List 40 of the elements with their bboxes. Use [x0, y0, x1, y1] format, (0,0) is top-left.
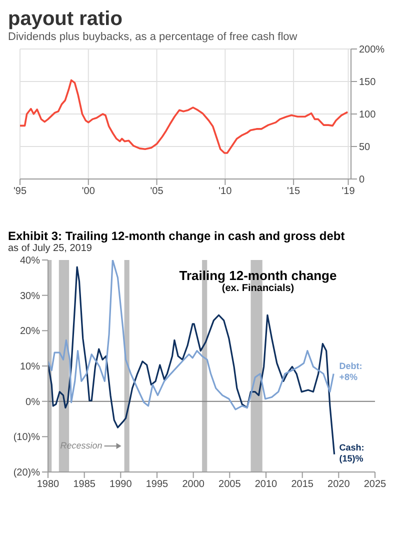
- line-series: [48, 260, 334, 410]
- x-tick-label: '05: [150, 186, 164, 198]
- annotation: Cash: (15)%: [339, 442, 364, 464]
- chart-subtitle: Dividends plus buybacks, as a percentage of free cash flow: [8, 31, 298, 43]
- x-tick-label: 1980: [36, 479, 60, 490]
- x-tick-label: '95: [13, 186, 27, 198]
- chart-title: Exhibit 3: Trailing 12-month change in cash and gross debt: [8, 229, 346, 243]
- x-tick-label: 2000: [182, 479, 205, 490]
- y-tick-label: 40%: [20, 256, 40, 267]
- y-tick-label: 30%: [20, 290, 40, 302]
- y-tick-label: (10)%: [13, 432, 40, 444]
- y-tick-label: 10%: [20, 362, 40, 373]
- chart-subtitle: as of July 25, 2019: [8, 243, 93, 254]
- annotation: Trailing 12-month change: [178, 268, 338, 283]
- annotation: Debt: +8%: [339, 361, 362, 382]
- x-tick-label: 2015: [291, 479, 314, 490]
- x-tick-label: '10: [218, 186, 232, 198]
- x-tick-label: 2010: [254, 479, 278, 490]
- x-tick-label: 1990: [110, 479, 132, 490]
- y-tick-label: 100: [359, 110, 376, 121]
- x-tick-label: 2005: [218, 479, 242, 490]
- y-tick-label: 200%: [359, 44, 385, 56]
- annotation: (ex. Financials): [220, 283, 296, 294]
- x-tick-label: 2020: [328, 479, 350, 490]
- y-tick-label: (20)%: [13, 468, 40, 479]
- x-tick-label: '19: [342, 186, 356, 198]
- x-tick-label: '00: [82, 186, 96, 198]
- y-tick-label: 150: [359, 77, 376, 88]
- y-tick-label: 20%: [20, 326, 40, 338]
- y-tick-label: 0%: [26, 396, 40, 408]
- x-tick-label: 1995: [146, 479, 169, 490]
- band-label: Recession: [60, 440, 102, 450]
- line-series: [48, 266, 336, 456]
- line-series: [20, 79, 348, 154]
- x-tick-label: 2025: [364, 479, 387, 490]
- y-tick-label: 0: [359, 174, 365, 186]
- x-tick-label: 1985: [73, 479, 96, 490]
- x-tick-label: '15: [287, 186, 300, 198]
- chart-title: payout ratio: [8, 8, 124, 31]
- y-tick-label: 50: [359, 142, 371, 154]
